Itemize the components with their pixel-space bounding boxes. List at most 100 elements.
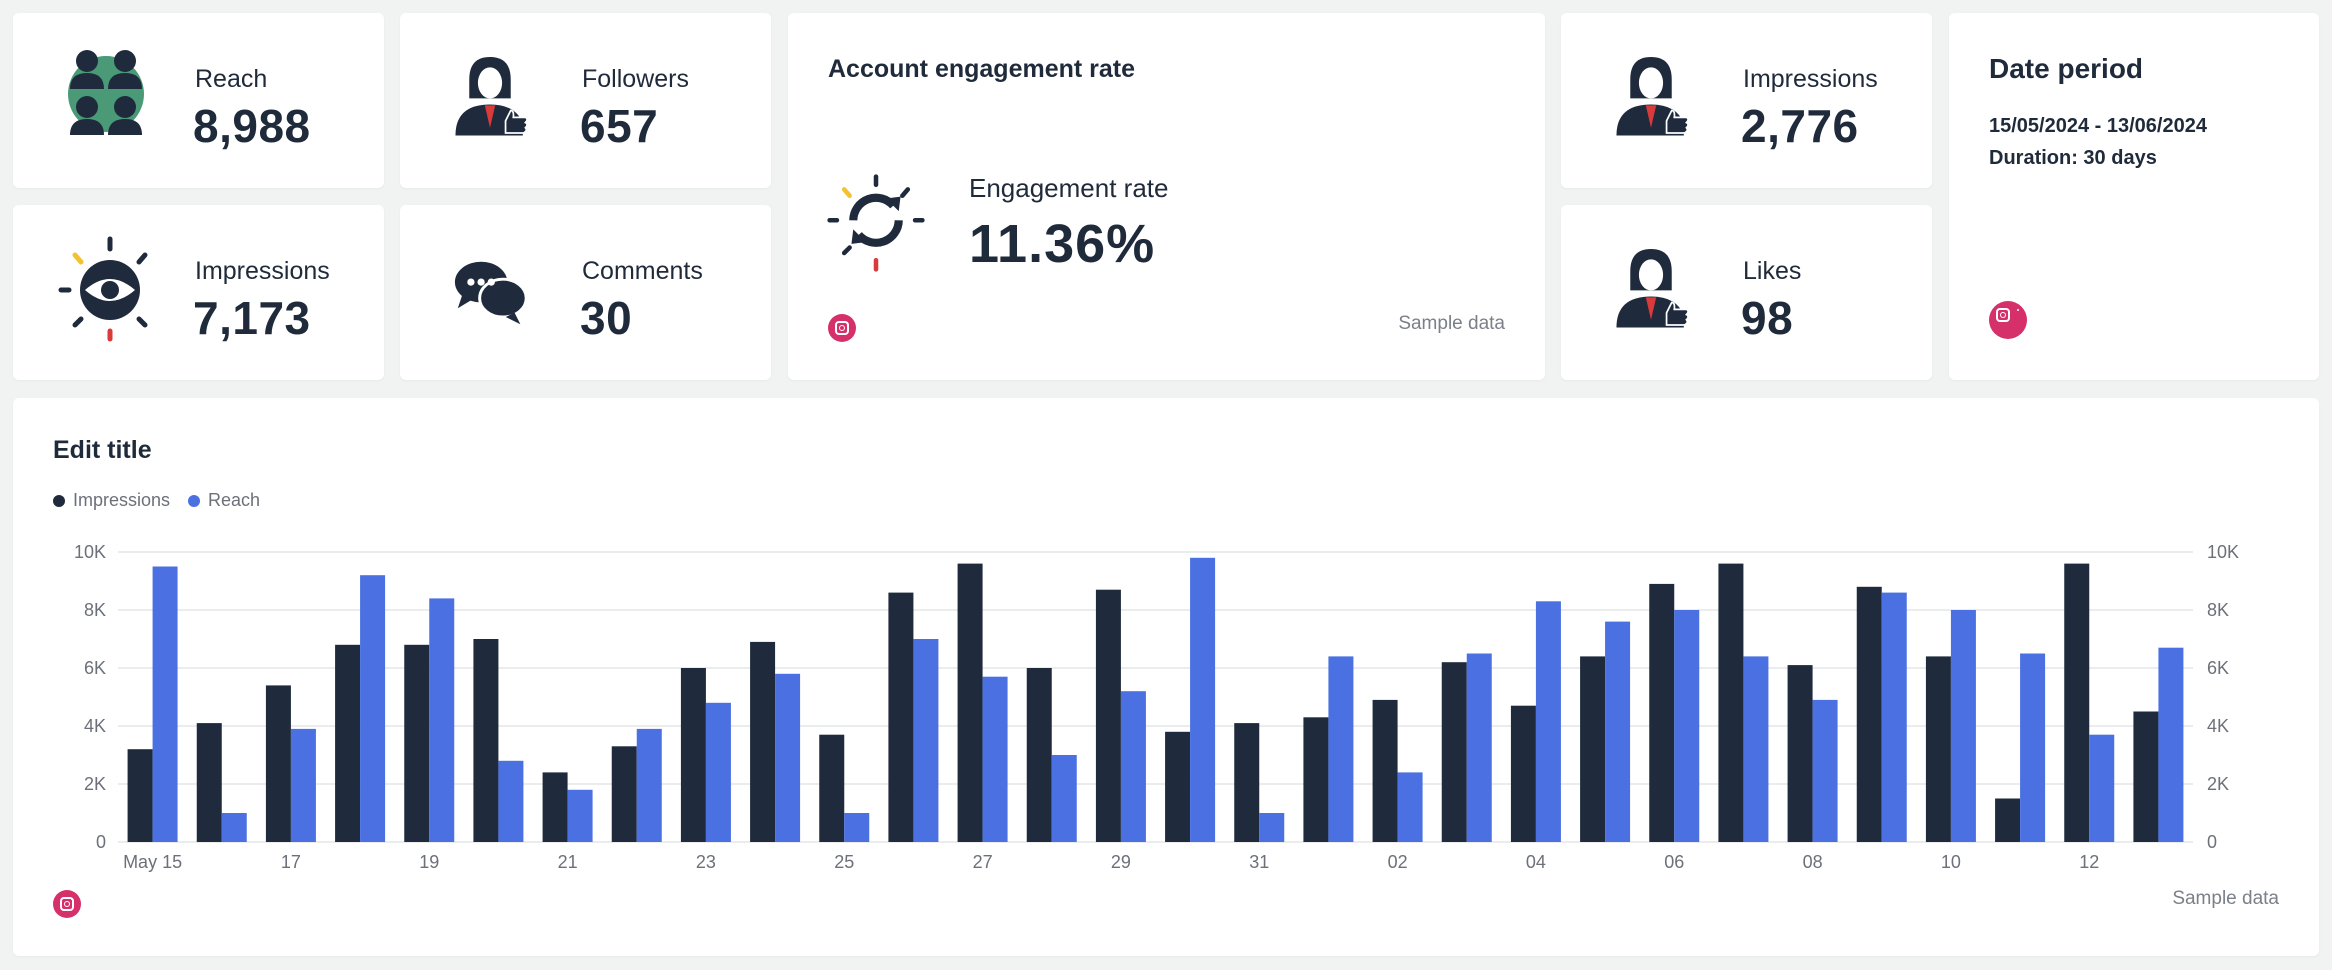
person-thumbs-up-icon [455, 56, 528, 136]
bar-impressions [888, 592, 914, 842]
bar-reach [705, 702, 731, 842]
engagement-title: Account engagement rate [828, 55, 1136, 83]
x-tick-label: 12 [2079, 852, 2099, 872]
instagram-icon [828, 314, 856, 342]
x-tick-label: 04 [1526, 852, 1546, 872]
bar-reach [429, 598, 455, 842]
y-tick-label-left: 0 [96, 832, 106, 852]
bar-impressions [1856, 586, 1882, 842]
bar-reach [498, 760, 524, 842]
y-tick-label-right: 2K [2207, 774, 2229, 794]
bar-reach [567, 789, 593, 842]
date-period-card: Date period 15/05/2024 - 13/06/2024 Dura… [1949, 13, 2319, 380]
bar-reach [913, 639, 939, 842]
bar-reach [1950, 610, 1976, 842]
bar-reach [152, 566, 178, 842]
followers-label: Followers [582, 65, 689, 93]
y-tick-label-right: 6K [2207, 658, 2229, 678]
y-tick-label-right: 8K [2207, 600, 2229, 620]
x-tick-label: 02 [1388, 852, 1408, 872]
followers-card: Followers 657 [400, 13, 771, 188]
y-tick-label-left: 4K [84, 716, 106, 736]
x-tick-label: 29 [1111, 852, 1131, 872]
bar-reach [1259, 813, 1285, 842]
comments-value: 30 [580, 292, 633, 344]
date-duration: Duration: 30 days [1989, 147, 2157, 169]
bar-reach [1674, 610, 1700, 842]
impressions-right-label: Impressions [1743, 65, 1878, 93]
x-tick-label: 23 [696, 852, 716, 872]
bar-reach [1881, 592, 1907, 842]
bar-impressions [819, 734, 845, 842]
x-tick-label: 10 [1941, 852, 1961, 872]
y-tick-label-left: 10K [74, 542, 106, 562]
chart-legend: Impressions Reach [53, 490, 260, 511]
bar-reach [775, 673, 801, 842]
date-period-title: Date period [1989, 53, 2144, 84]
bar-reach [2158, 647, 2184, 842]
engagement-label: Engagement rate [969, 173, 1169, 203]
sample-data-label: Sample data [2172, 888, 2279, 909]
bar-impressions [1649, 583, 1675, 842]
instagram-icon [1989, 301, 2027, 339]
y-tick-label-left: 8K [84, 600, 106, 620]
chat-bubbles-icon [454, 261, 528, 325]
impressions-card: Impressions 7,173 [13, 205, 384, 380]
legend-item-impressions[interactable]: Impressions [53, 490, 170, 511]
legend-dot-reach [188, 494, 201, 507]
bar-reach [1466, 653, 1492, 842]
bar-impressions [2133, 711, 2159, 842]
x-tick-label: 25 [834, 852, 854, 872]
bar-impressions [1510, 705, 1536, 842]
impressions-value: 7,173 [193, 292, 311, 344]
person-thumbs-up-icon [1616, 248, 1689, 328]
bar-reach [221, 813, 247, 842]
legend-dot-impressions [53, 494, 65, 507]
bar-reach [2089, 734, 2115, 842]
legend-label-reach: Reach [208, 490, 261, 510]
bar-impressions [1718, 563, 1744, 842]
bar-impressions [335, 644, 361, 842]
date-range: 15/05/2024 - 13/06/2024 [1989, 115, 2207, 137]
bar-impressions [265, 685, 291, 842]
bar-impressions [2064, 563, 2090, 842]
bar-impressions [1303, 717, 1329, 842]
x-tick-label: May 15 [123, 852, 182, 872]
bar-impressions [957, 563, 983, 842]
engagement-value: 11.36% [969, 214, 1156, 274]
y-tick-label-right: 0 [2207, 832, 2217, 852]
y-tick-label-right: 4K [2207, 716, 2229, 736]
bar-impressions [680, 668, 706, 842]
bar-reach [1051, 755, 1077, 842]
eye-icon [58, 236, 148, 342]
bar-reach [360, 575, 386, 842]
bar-impressions [1165, 731, 1191, 842]
comments-label: Comments [582, 257, 703, 285]
sample-data-label: Sample data [1398, 313, 1505, 334]
bar-impressions [1234, 723, 1260, 842]
x-tick-label: 19 [419, 852, 439, 872]
bar-impressions [196, 723, 222, 842]
bar-impressions [1995, 798, 2021, 842]
x-tick-label: 31 [1249, 852, 1269, 872]
engagement-card: Account engagement rate Engagement rate … [788, 13, 1545, 380]
likes-card: Likes 98 [1561, 205, 1932, 380]
refresh-cycle-icon [827, 174, 925, 272]
reach-value: 8,988 [193, 100, 311, 152]
legend-item-reach[interactable]: Reach [188, 490, 260, 511]
bar-reach [1397, 772, 1423, 842]
bar-reach [2020, 653, 2046, 842]
chart-title[interactable]: Edit title [53, 436, 152, 464]
bar-reach [1190, 557, 1216, 842]
bar-impressions [542, 772, 568, 842]
x-tick-label: 06 [1664, 852, 1684, 872]
bar-reach [1743, 656, 1769, 842]
person-thumbs-up-icon [1616, 56, 1689, 136]
bar-impressions [473, 639, 499, 842]
followers-value: 657 [580, 100, 659, 152]
comments-card: Comments 30 [400, 205, 771, 380]
y-tick-label-right: 10K [2207, 542, 2239, 562]
reach-label: Reach [195, 65, 268, 93]
x-tick-label: 08 [1803, 852, 1823, 872]
bar-impressions [1372, 699, 1398, 842]
